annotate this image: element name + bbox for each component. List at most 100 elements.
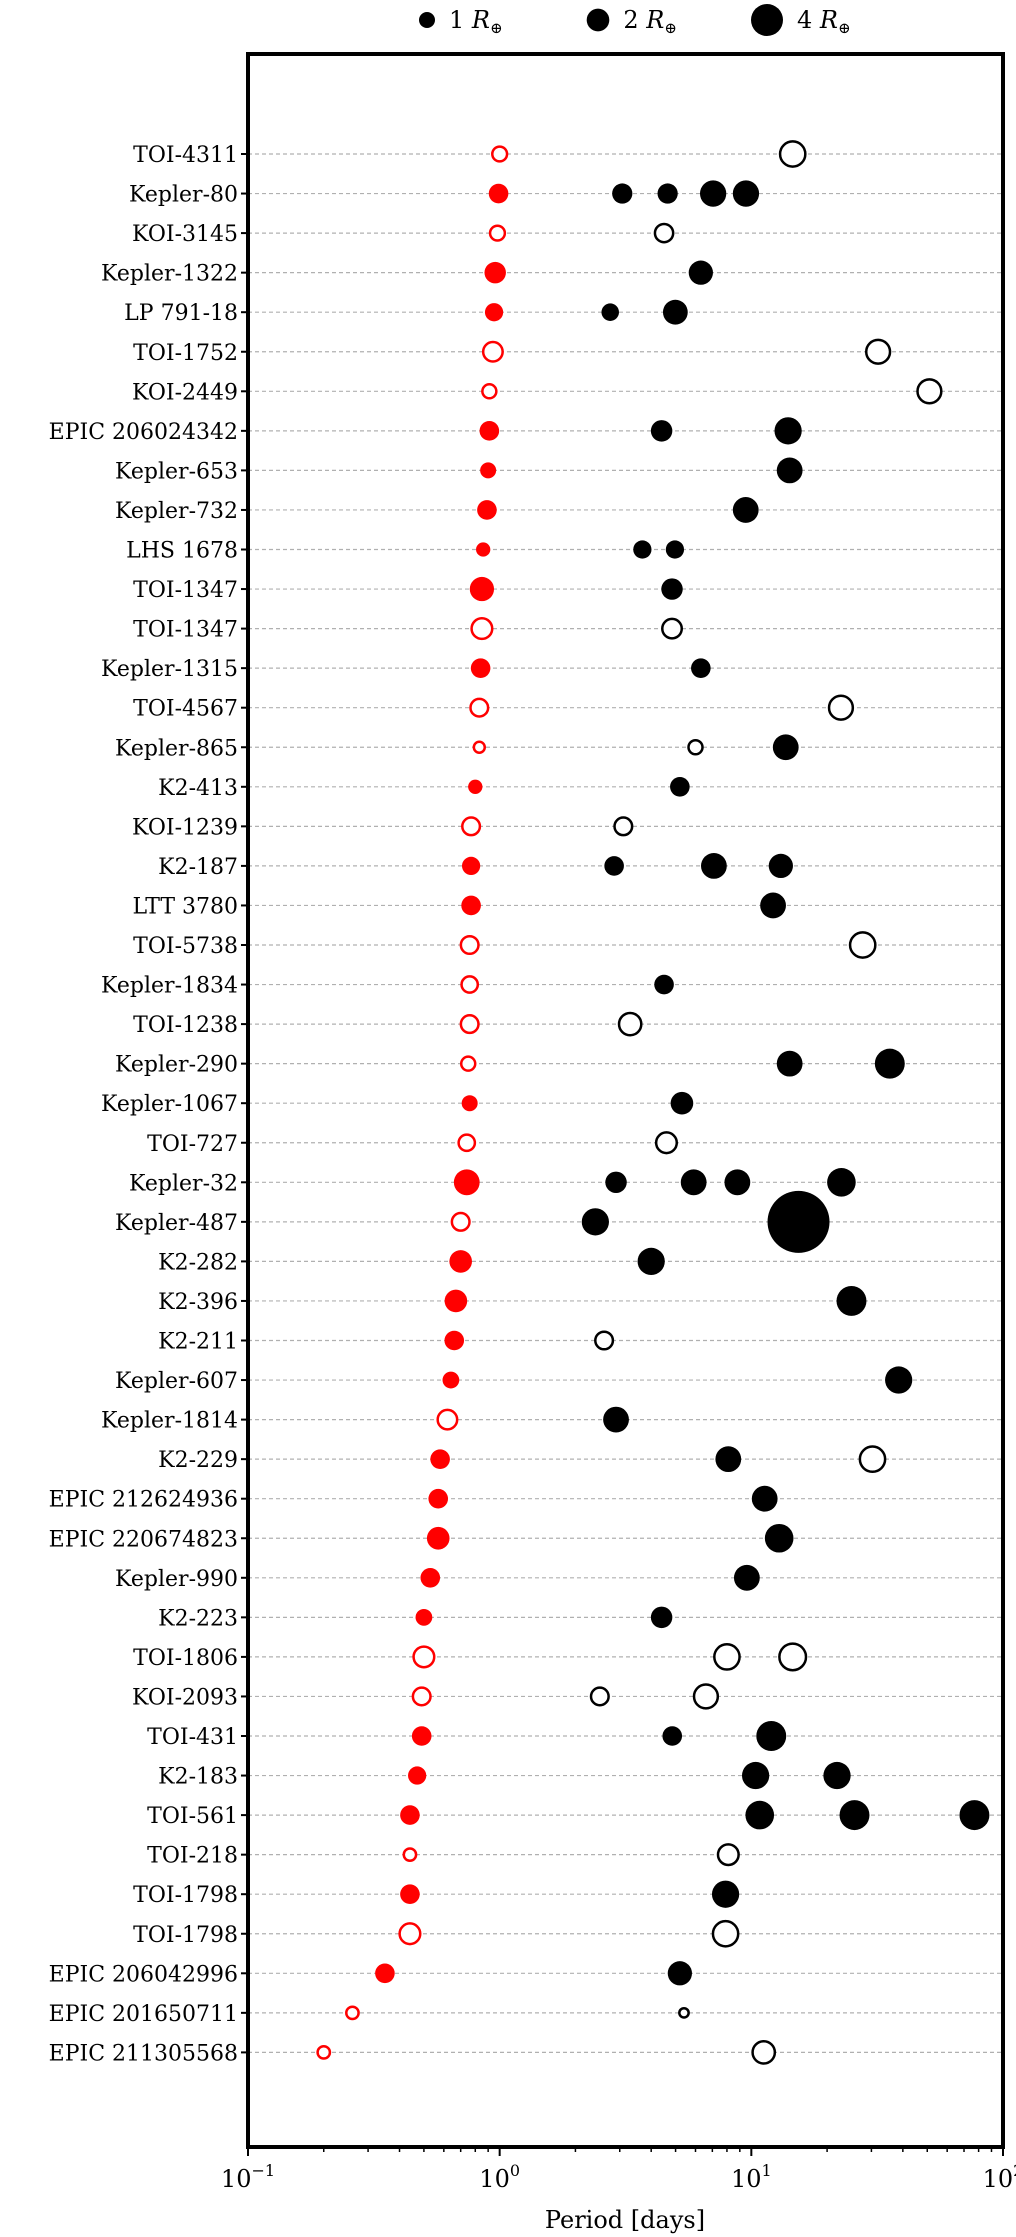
companion-planet-marker: [661, 617, 684, 640]
companion-planet-marker: [653, 222, 675, 244]
y-tick-label: TOI-1752: [133, 341, 238, 366]
usp-planet-marker: [477, 500, 497, 520]
y-tick-label: TOI-4567: [133, 697, 238, 722]
companion-planet-marker: [637, 1247, 665, 1276]
companion-planet-marker: [650, 420, 673, 442]
companion-planet-marker: [601, 303, 619, 321]
y-tick-label: Kepler-1322: [101, 262, 238, 287]
companion-planet-marker: [654, 1131, 679, 1155]
y-tick-label: TOI-5738: [133, 934, 238, 959]
companion-planet-marker: [662, 1726, 683, 1746]
companion-planet-marker: [760, 892, 786, 919]
companion-planet-marker: [916, 378, 943, 405]
usp-planet-marker: [449, 1250, 472, 1273]
companion-planet-marker: [885, 1366, 913, 1394]
y-tick-label: TOI-1798: [133, 1883, 238, 1908]
y-tick-label: Kepler-607: [115, 1369, 238, 1394]
usp-planet-marker: [444, 1330, 465, 1351]
y-tick-label: KOI-2093: [132, 1685, 238, 1710]
usp-planet-marker: [453, 1169, 480, 1196]
usp-planet-marker: [459, 1014, 480, 1035]
companion-planet-marker: [823, 1761, 851, 1790]
y-tick-label: Kepler-1315: [101, 657, 238, 682]
companion-planet-marker: [581, 1208, 609, 1236]
companion-planet-marker: [711, 1919, 740, 1948]
companion-planet-marker: [827, 694, 855, 721]
legend: 1 R⊕ 2 R⊕ 4 R⊕: [419, 4, 851, 37]
usp-planet-marker: [461, 856, 481, 876]
y-tick-label: K2-396: [158, 1290, 238, 1315]
x-tick-label: 102: [983, 2161, 1016, 2193]
usp-planet-marker: [457, 1133, 477, 1153]
usp-planet-marker: [436, 1408, 459, 1431]
usp-planet-marker: [412, 1645, 436, 1669]
companion-planet-marker: [745, 1800, 775, 1830]
companion-planet-marker: [776, 457, 803, 484]
companion-planet-marker: [687, 739, 704, 756]
y-tick-label: KOI-3145: [132, 222, 238, 247]
companion-planet-marker: [741, 1761, 770, 1790]
y-tick-label: K2-211: [158, 1330, 238, 1355]
usp-planet-marker: [461, 1095, 478, 1112]
y-tick-label: TOI-218: [147, 1844, 238, 1869]
usp-planet-marker: [428, 1488, 449, 1509]
y-tick-label: LHS 1678: [126, 539, 238, 564]
y-tick-label: TOI-1347: [133, 618, 238, 643]
legend-label: 1 R⊕: [449, 6, 503, 37]
companion-planet-marker: [667, 1961, 692, 1986]
companion-planet-marker: [764, 1523, 794, 1553]
companion-planet-marker: [604, 856, 624, 876]
y-tick-label: EPIC 206042996: [49, 1962, 238, 1987]
companion-planet-marker: [733, 1564, 760, 1591]
companion-planet-marker: [839, 1800, 870, 1831]
companion-planet-marker: [776, 1050, 803, 1077]
y-tick-label: LTT 3780: [132, 894, 238, 919]
companion-planet-marker: [633, 540, 652, 559]
usp-planet-marker: [375, 1963, 395, 1984]
usp-planet-marker: [400, 1884, 420, 1904]
x-axis-title: Period [days]: [545, 2206, 705, 2234]
usp-planet-marker: [481, 340, 504, 363]
usp-planet-marker: [430, 1449, 450, 1469]
legend-marker: [586, 8, 610, 32]
companion-planet-marker: [756, 1721, 787, 1751]
x-axis: 10−1 100 101 102: [221, 2147, 1016, 2193]
y-tick-label: KOI-2449: [132, 380, 238, 405]
companion-planet-marker: [715, 1446, 742, 1473]
companion-planet-marker: [827, 1167, 856, 1197]
y-tick-label: K2-223: [158, 1606, 238, 1631]
usp-planet-marker: [476, 542, 491, 557]
usp-planet-marker: [488, 183, 509, 204]
usp-planet-marker: [488, 224, 507, 242]
companion-planet-marker: [699, 180, 727, 207]
usp-planet-marker: [444, 1289, 468, 1313]
companion-planet-marker: [836, 1285, 867, 1316]
y-tick-label: K2-413: [158, 776, 238, 801]
y-tick-label: TOI-1798: [133, 1923, 238, 1948]
y-tick-label: Kepler-1834: [101, 974, 238, 999]
usp-planet-marker: [461, 816, 482, 837]
y-tick-label: K2-183: [158, 1765, 238, 1790]
usp-planet-marker: [491, 145, 509, 163]
companion-planet-marker: [751, 1485, 778, 1512]
plot-frame: [246, 52, 1005, 2149]
companion-planet-marker: [661, 578, 683, 600]
y-tick-label: TOI-727: [147, 1132, 238, 1157]
y-tick-label: TOI-431: [147, 1725, 238, 1750]
usp-planet-marker: [402, 1847, 418, 1863]
usp-planet-marker: [345, 2005, 360, 2021]
companion-planet-marker: [605, 1171, 627, 1194]
usp-planet-marker: [411, 1686, 432, 1707]
companion-planet-marker: [678, 2006, 690, 2019]
y-tick-label: KOI-1239: [132, 815, 238, 840]
y-tick-label: TOI-1238: [133, 1013, 238, 1038]
companion-planet-marker: [713, 1643, 741, 1671]
companion-planet-marker: [701, 853, 727, 879]
usp-planet-marker: [468, 779, 483, 794]
companion-planet-marker: [767, 1190, 830, 1253]
y-tick-label: EPIC 212624936: [49, 1488, 238, 1513]
companion-planet-marker: [589, 1686, 610, 1707]
y-tick-label: Kepler-865: [115, 736, 238, 761]
y-tick-label: Kepler-487: [115, 1211, 238, 1236]
usp-planet-marker: [450, 1211, 471, 1232]
